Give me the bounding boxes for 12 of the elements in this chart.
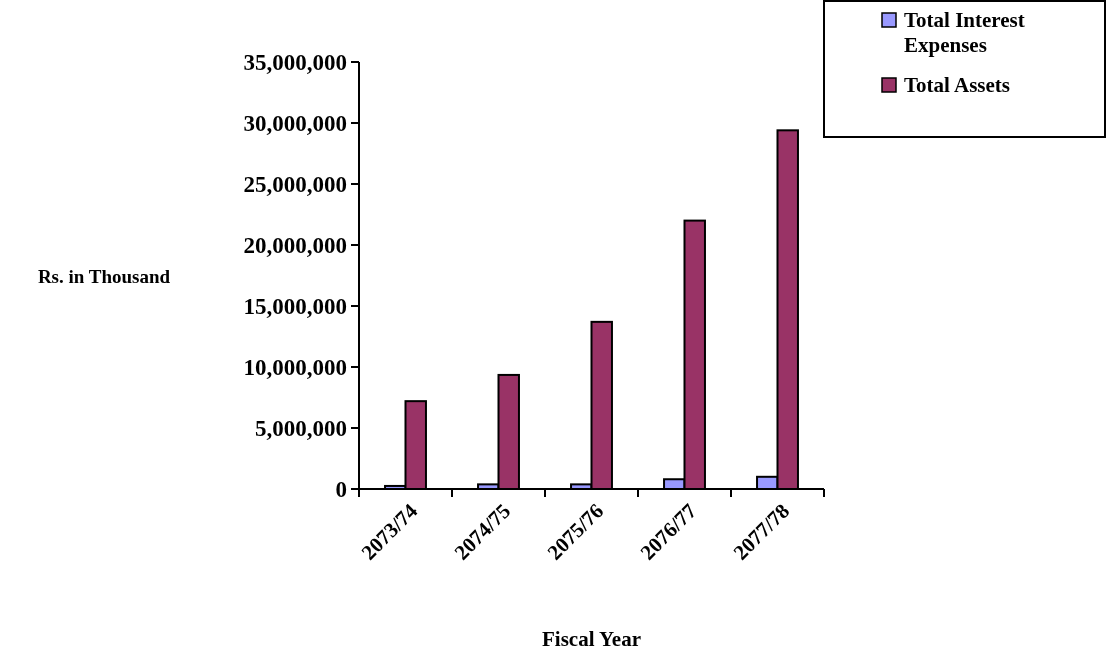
y-tick-label: 20,000,000 xyxy=(243,233,347,259)
x-axis-title: Fiscal Year xyxy=(542,627,641,651)
y-tick-label: 25,000,000 xyxy=(243,172,347,198)
y-tick-label: 30,000,000 xyxy=(243,111,347,137)
legend-label: Total Interest Expenses xyxy=(904,8,1025,58)
y-tick-label: 0 xyxy=(335,477,347,503)
y-axis-title: Rs. in Thousand xyxy=(37,265,171,287)
y-tick-label: 35,000,000 xyxy=(243,50,347,76)
legend-label: Total Assets xyxy=(904,73,1010,98)
y-tick-label: 15,000,000 xyxy=(243,294,347,320)
y-tick-label: 5,000,000 xyxy=(255,416,347,442)
y-tick-label: 10,000,000 xyxy=(243,355,347,381)
